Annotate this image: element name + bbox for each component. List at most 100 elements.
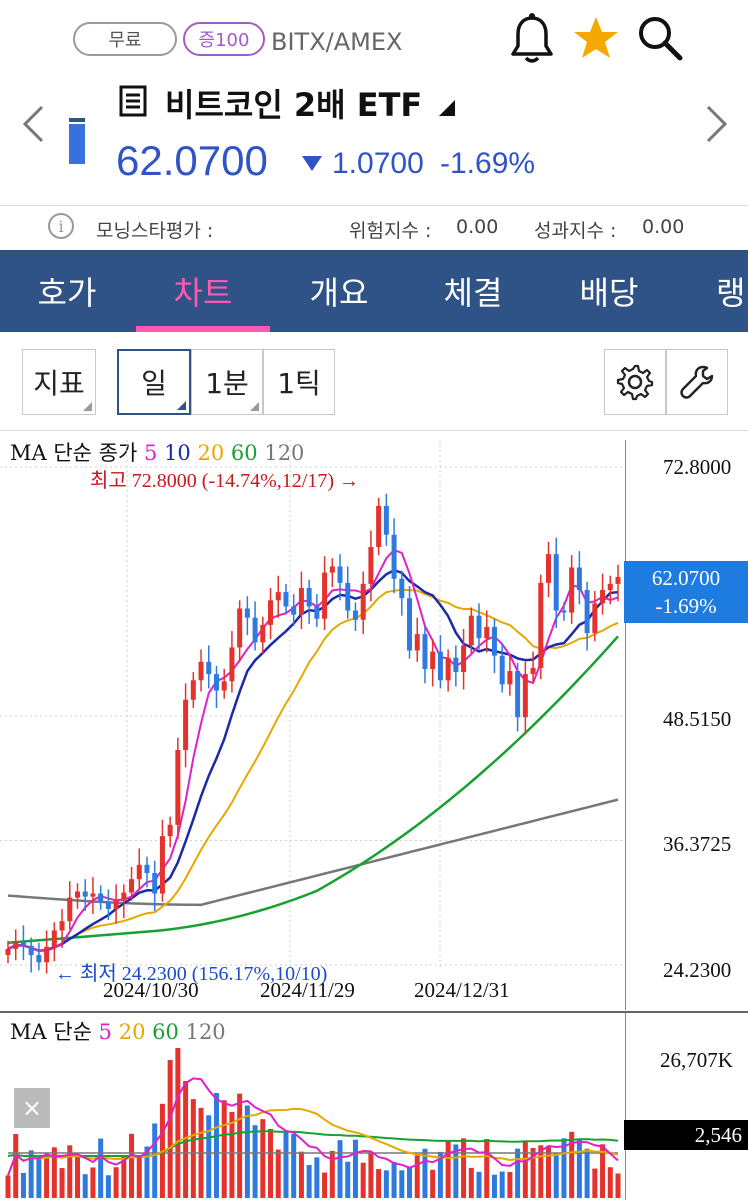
candle-body bbox=[190, 680, 196, 700]
volume-bar bbox=[414, 1155, 420, 1198]
volume-bar bbox=[44, 1155, 50, 1198]
settings-button[interactable] bbox=[604, 349, 666, 415]
volume-bar bbox=[244, 1105, 250, 1198]
volume-bar bbox=[129, 1133, 135, 1198]
info-icon[interactable]: i bbox=[47, 212, 75, 244]
candle-body bbox=[414, 634, 420, 651]
volume-bar bbox=[260, 1119, 266, 1198]
candle-body bbox=[600, 590, 606, 604]
volume-bar bbox=[67, 1145, 73, 1198]
volume-chart[interactable] bbox=[0, 1040, 626, 1200]
vol-ma20-legend: 20 bbox=[118, 1020, 146, 1044]
candle-body bbox=[507, 671, 513, 685]
last-price-tag-value: 62.0700 bbox=[651, 566, 721, 590]
volume-bar bbox=[337, 1140, 343, 1198]
tab-orderbook[interactable]: 호가 bbox=[37, 274, 97, 312]
period-day-button[interactable]: 일 bbox=[117, 349, 191, 415]
volume-bar bbox=[407, 1167, 413, 1198]
close-volume-button[interactable]: × bbox=[14, 1088, 50, 1128]
free-badge: 무료 bbox=[73, 22, 177, 56]
ticker-symbol: BITX/AMEX bbox=[271, 28, 403, 56]
tab-trades[interactable]: 체결 bbox=[443, 274, 503, 312]
candle-body bbox=[129, 879, 135, 893]
volume-bar bbox=[237, 1093, 243, 1198]
volume-bar bbox=[345, 1161, 351, 1198]
candle-body bbox=[67, 897, 73, 922]
volume-bar bbox=[283, 1131, 289, 1198]
last-volume-tag: 2,546 bbox=[624, 1120, 748, 1150]
prev-arrow-icon[interactable] bbox=[20, 104, 46, 148]
candle-body bbox=[592, 603, 598, 634]
period-1tick-button[interactable]: 1틱 bbox=[263, 349, 335, 415]
candle-body bbox=[221, 681, 227, 691]
candle-body bbox=[399, 578, 405, 599]
volume-bar bbox=[36, 1158, 42, 1198]
volume-bar bbox=[59, 1168, 65, 1198]
y-tick-top: 72.8000 bbox=[663, 455, 732, 479]
candle-body bbox=[283, 592, 289, 607]
perf-label: 성과지수 : bbox=[534, 220, 617, 242]
candle-body bbox=[538, 582, 544, 668]
volume-bar bbox=[82, 1174, 88, 1198]
candle-body bbox=[461, 645, 467, 673]
menu-doc-icon[interactable] bbox=[118, 84, 148, 122]
tab-dividend[interactable]: 배당 bbox=[579, 274, 639, 312]
candle-body bbox=[136, 864, 142, 880]
search-icon[interactable] bbox=[632, 10, 688, 66]
price-change-pct: -1.69% bbox=[440, 147, 536, 180]
security-name[interactable]: 비트코인 2배 ETF bbox=[165, 80, 456, 126]
candle-body bbox=[368, 546, 374, 584]
candle-body bbox=[159, 836, 165, 894]
bell-icon[interactable] bbox=[504, 10, 560, 66]
volume-bar bbox=[98, 1138, 104, 1198]
ma120-line bbox=[7, 798, 619, 907]
volume-bar bbox=[445, 1140, 451, 1198]
ma20-legend: 20 bbox=[197, 441, 225, 465]
volume-bar bbox=[329, 1150, 335, 1198]
candle-body bbox=[167, 824, 173, 837]
tab-overview[interactable]: 개요 bbox=[309, 274, 369, 312]
volume-bar bbox=[368, 1152, 374, 1198]
price-axis-line bbox=[625, 440, 626, 1010]
next-arrow-icon[interactable] bbox=[704, 104, 730, 148]
active-tab-indicator bbox=[136, 326, 270, 332]
x-tick-3: 2024/12/31 bbox=[414, 978, 510, 1002]
candle-body bbox=[98, 893, 104, 902]
price-chart[interactable] bbox=[0, 440, 626, 1010]
candle-body bbox=[198, 661, 204, 681]
y-tick-low: 36.3725 bbox=[663, 832, 732, 856]
volume-bar bbox=[113, 1167, 119, 1198]
volume-bar bbox=[553, 1153, 559, 1198]
candle-body bbox=[229, 647, 235, 682]
indicator-label: 지표 bbox=[33, 367, 85, 400]
ma60-line bbox=[7, 635, 619, 944]
candle-body bbox=[376, 505, 382, 547]
period-1min-button[interactable]: 1분 bbox=[191, 349, 263, 415]
tab-chart[interactable]: 차트 bbox=[173, 274, 233, 312]
tools-button[interactable] bbox=[666, 349, 728, 415]
candle-body bbox=[360, 583, 366, 620]
candle-body bbox=[607, 583, 613, 591]
ma20-line bbox=[7, 588, 619, 952]
volume-bar bbox=[90, 1167, 96, 1198]
candle-body bbox=[206, 661, 212, 675]
candle-body bbox=[430, 651, 436, 669]
volume-bar bbox=[476, 1171, 482, 1198]
candle-body bbox=[275, 592, 281, 601]
volume-bar bbox=[322, 1172, 328, 1198]
indicator-button[interactable]: 지표 bbox=[22, 349, 96, 415]
tab-ranking[interactable]: 랭 bbox=[716, 274, 746, 312]
volume-bar bbox=[74, 1154, 80, 1198]
volume-bar bbox=[538, 1145, 544, 1198]
volume-bar bbox=[175, 1048, 181, 1198]
price-ma-legend: MA 단순 종가 5 10 20 60 120 bbox=[10, 437, 304, 467]
star-icon[interactable] bbox=[568, 10, 624, 66]
candle-body bbox=[13, 941, 19, 949]
volume-bar bbox=[183, 1081, 189, 1198]
candle-body bbox=[422, 634, 428, 669]
candle-body bbox=[437, 651, 443, 681]
volume-bar bbox=[430, 1169, 436, 1198]
volume-bar bbox=[360, 1162, 366, 1198]
candle-body bbox=[291, 606, 297, 615]
candle-body bbox=[113, 900, 119, 909]
